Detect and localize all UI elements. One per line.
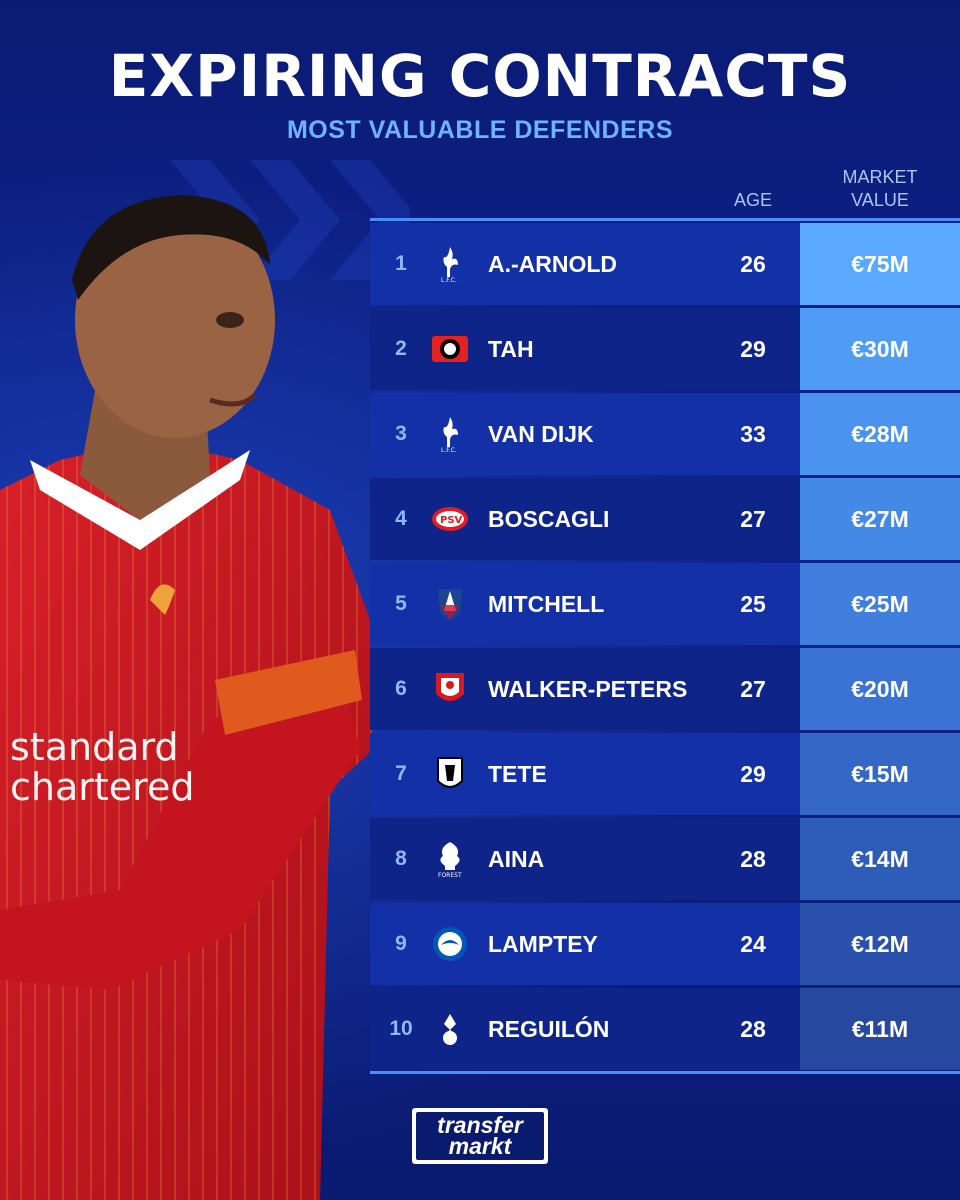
svg-text:PSV: PSV (440, 515, 463, 526)
transfermarkt-logo: transfer markt (412, 1108, 548, 1164)
market-value-cell: €75M (800, 223, 960, 305)
player-name: LAMPTEY (488, 930, 598, 957)
table-row: 6 WALKER-PETERS 27 €20M (370, 648, 960, 730)
rank-number: 3 (395, 422, 407, 445)
svg-text:L.F.C.: L.F.C. (441, 277, 457, 283)
table-row: 4 PSV BOSCAGLI 27 €27M (370, 478, 960, 560)
table-row: 5 MITCHELL 25 €25M (370, 563, 960, 645)
svg-text:chartered: chartered (10, 765, 194, 809)
row-left-cell: 10 REGUILÓN 28 (370, 988, 800, 1070)
player-age: 28 (740, 1015, 766, 1042)
logo-line1: transfer (437, 1112, 523, 1138)
rank-number: 5 (395, 592, 407, 615)
player-name: REGUILÓN (488, 1015, 610, 1042)
table-row: 10 REGUILÓN 28 €11M (370, 988, 960, 1070)
page-subtitle: MOST VALUABLE DEFENDERS (286, 116, 674, 144)
ranking-table: 1 L.F.C. A.-ARNOLD 26 €75M 2 TAH 29 €30M 3 L.F.C. V… (370, 218, 960, 1074)
player-age: 29 (740, 335, 766, 362)
market-value-cell: €30M (800, 308, 960, 390)
row-left-cell: 4 PSV BOSCAGLI 27 (370, 478, 800, 560)
market-value-column-header: MARKET VALUE (820, 166, 940, 212)
market-value-header-line2: VALUE (851, 190, 909, 210)
row-left-cell: 1 L.F.C. A.-ARNOLD 26 (370, 223, 800, 305)
liverpool-crest-icon: L.F.C. (430, 244, 470, 284)
rank-number: 9 (395, 932, 407, 955)
player-age: 29 (740, 760, 766, 787)
svg-text:standard: standard (10, 725, 179, 769)
player-age: 28 (740, 845, 766, 872)
row-left-cell: 3 L.F.C. VAN DIJK 33 (370, 393, 800, 475)
player-age: 33 (740, 420, 766, 447)
table-row: 1 L.F.C. A.-ARNOLD 26 €75M (370, 223, 960, 305)
age-column-header: AGE (733, 190, 772, 210)
player-name: AINA (488, 845, 545, 872)
crystal-palace-crest-icon (430, 584, 470, 624)
market-value-cell: €27M (800, 478, 960, 560)
player-name: A.-ARNOLD (488, 250, 618, 277)
logo-line2: markt (448, 1133, 512, 1159)
rank-number: 8 (395, 847, 407, 870)
player-age: 27 (740, 675, 766, 702)
player-age: 26 (740, 250, 766, 277)
market-value-header-line1: MARKET (842, 167, 918, 187)
fulham-crest-icon (430, 754, 470, 794)
player-name: TAH (488, 335, 534, 362)
page-title: EXPIRING CONTRACTS (108, 42, 852, 110)
player-name: TETE (488, 760, 547, 787)
player-name: MITCHELL (488, 590, 605, 617)
psv-crest-icon: PSV (430, 499, 470, 539)
player-name: WALKER-PETERS (488, 675, 688, 702)
market-value-cell: €20M (800, 648, 960, 730)
table-row: 9 LAMPTEY 24 €12M (370, 903, 960, 985)
player-name: VAN DIJK (488, 420, 594, 447)
brighton-crest-icon (430, 924, 470, 964)
market-value-cell: €15M (800, 733, 960, 815)
row-left-cell: 5 MITCHELL 25 (370, 563, 800, 645)
svg-text:L.F.C.: L.F.C. (441, 447, 457, 453)
rank-number: 6 (395, 677, 407, 700)
row-left-cell: 8 FOREST AINA 28 (370, 818, 800, 900)
market-value-cell: €11M (800, 988, 960, 1070)
rank-number: 4 (395, 507, 407, 530)
row-left-cell: 9 LAMPTEY 24 (370, 903, 800, 985)
market-value-cell: €12M (800, 903, 960, 985)
nottingham-forest-crest-icon: FOREST (430, 839, 470, 879)
liverpool-crest-icon: L.F.C. (430, 414, 470, 454)
svg-text:FOREST: FOREST (438, 872, 462, 878)
tottenham-crest-icon (430, 1009, 470, 1049)
table-row: 8 FOREST AINA 28 €14M (370, 818, 960, 900)
player-name: BOSCAGLI (488, 505, 610, 532)
market-value-cell: €28M (800, 393, 960, 475)
table-row: 2 TAH 29 €30M (370, 308, 960, 390)
player-age: 27 (740, 505, 766, 532)
player-age: 24 (740, 930, 766, 957)
leverkusen-crest-icon (430, 329, 470, 369)
table-row: 7 TETE 29 €15M (370, 733, 960, 815)
rank-number: 1 (395, 252, 407, 275)
southampton-crest-icon (430, 669, 470, 709)
player-photo: standard chartered (0, 195, 372, 1200)
table-row: 3 L.F.C. VAN DIJK 33 €28M (370, 393, 960, 475)
row-left-cell: 7 TETE 29 (370, 733, 800, 815)
rank-number: 2 (395, 337, 407, 360)
market-value-cell: €14M (800, 818, 960, 900)
market-value-cell: €25M (800, 563, 960, 645)
rank-number: 7 (395, 762, 407, 785)
row-left-cell: 6 WALKER-PETERS 27 (370, 648, 800, 730)
rank-number: 10 (389, 1017, 413, 1040)
player-age: 25 (740, 590, 766, 617)
row-left-cell: 2 TAH 29 (370, 308, 800, 390)
